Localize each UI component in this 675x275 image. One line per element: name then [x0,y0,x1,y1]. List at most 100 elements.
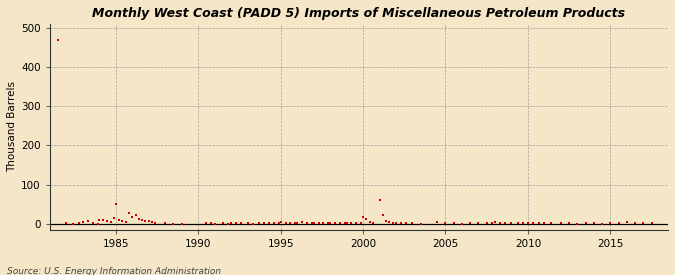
Point [78,220,88,224]
Point [302,221,313,225]
Point [323,221,334,225]
Point [150,221,161,225]
Text: Source: U.S. Energy Information Administration: Source: U.S. Energy Information Administ… [7,267,221,275]
Point [273,221,284,225]
Point [269,221,279,225]
Point [512,221,523,225]
Point [564,221,574,225]
Point [500,221,510,225]
Point [113,218,124,222]
Point [206,221,217,225]
Point [527,221,538,225]
Point [97,217,108,222]
Point [275,220,286,224]
Point [415,221,426,226]
Point [94,218,105,222]
Point [209,221,220,226]
Point [105,220,116,224]
Point [341,221,352,225]
Point [61,221,72,225]
Point [217,221,228,225]
Point [381,219,392,223]
Point [506,221,517,225]
Point [489,220,500,224]
Point [127,214,138,219]
Point [134,217,144,221]
Point [82,219,93,223]
Point [254,221,265,225]
Point [440,221,451,225]
Point [329,221,340,225]
Point [580,221,591,225]
Point [236,221,246,225]
Point [325,221,335,225]
Point [377,213,388,218]
Point [572,221,583,226]
Point [120,220,131,224]
Point [306,221,317,225]
Point [335,221,346,225]
Point [264,221,275,225]
Point [308,221,319,225]
Point [407,221,418,225]
Point [351,221,362,225]
Point [280,221,291,225]
Point [356,221,367,225]
Point [638,221,649,225]
Point [387,221,398,225]
Point [225,221,236,225]
Point [140,219,151,223]
Point [465,221,476,225]
Point [87,221,98,225]
Point [346,221,357,225]
Point [495,221,506,225]
Point [622,220,632,224]
Point [117,219,128,223]
Point [384,220,395,224]
Point [160,221,171,225]
Point [374,197,385,202]
Point [176,221,187,226]
Point [391,221,402,225]
Point [109,216,119,221]
Point [400,221,411,225]
Point [613,221,624,225]
Point [168,221,179,226]
Point [556,221,566,225]
Point [486,221,497,225]
Point [285,221,296,225]
Point [630,221,641,225]
Point [432,220,443,224]
Point [259,221,269,225]
Point [130,213,141,217]
Point [456,221,467,226]
Point [481,221,492,225]
Point [313,221,324,225]
Point [448,221,459,225]
Point [605,221,616,225]
Point [290,221,301,225]
Point [242,221,253,225]
Point [340,221,350,225]
Point [589,221,599,225]
Point [646,221,657,225]
Point [137,218,148,222]
Point [124,211,134,215]
Point [53,37,63,42]
Point [92,221,103,226]
Point [522,221,533,225]
Point [146,220,157,224]
Point [358,214,369,219]
Point [518,221,529,225]
Y-axis label: Thousand Barrels: Thousand Barrels [7,81,17,172]
Point [361,217,372,221]
Point [223,221,234,226]
Point [534,221,545,225]
Point [102,219,113,223]
Point [296,220,307,224]
Title: Monthly West Coast (PADD 5) Imports of Miscellaneous Petroleum Products: Monthly West Coast (PADD 5) Imports of M… [92,7,626,20]
Point [68,221,78,226]
Point [396,221,406,225]
Point [473,221,484,225]
Point [143,219,154,223]
